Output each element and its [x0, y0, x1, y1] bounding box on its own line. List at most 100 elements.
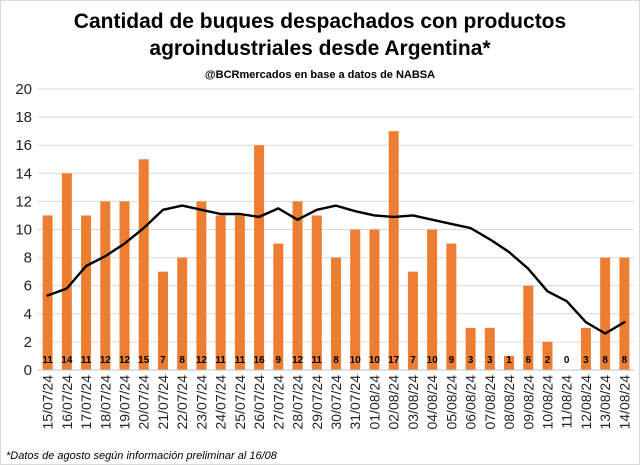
- x-tick-label: 17/07/24: [78, 375, 94, 430]
- bar: [215, 215, 226, 370]
- bar: [504, 355, 515, 370]
- bar: [42, 215, 53, 370]
- bar: [407, 271, 418, 370]
- x-tick-label: 12/08/24: [578, 375, 594, 430]
- data-label: 8: [622, 355, 628, 366]
- y-tick-label: 6: [24, 278, 32, 295]
- x-tick-label: 27/07/24: [270, 375, 286, 430]
- data-label: 12: [119, 355, 131, 366]
- x-tick-label: 11/08/24: [559, 375, 575, 429]
- chart-footnote: *Datos de agosto según información preli…: [6, 450, 277, 462]
- x-tick-label: 13/08/24: [597, 375, 613, 430]
- data-label: 8: [602, 355, 608, 366]
- bar: [600, 257, 611, 370]
- bar: [446, 243, 457, 370]
- bar: [388, 131, 399, 370]
- chart-title: Cantidad de buques despachados con produ…: [0, 8, 640, 62]
- data-label: 1: [506, 355, 512, 366]
- bar: [484, 327, 495, 370]
- x-tick-label: 06/08/24: [463, 375, 479, 430]
- data-label: 8: [179, 355, 185, 366]
- x-tick-label: 25/07/24: [232, 375, 248, 430]
- bar: [196, 201, 207, 370]
- data-label: 7: [410, 355, 416, 366]
- bar: [81, 215, 92, 370]
- data-label: 10: [369, 355, 381, 366]
- bar: [100, 201, 111, 370]
- y-tick-label: 16: [15, 137, 32, 154]
- data-label: 11: [311, 355, 322, 366]
- data-label: 15: [138, 355, 150, 366]
- data-label: 16: [254, 355, 266, 366]
- bar: [177, 257, 188, 370]
- x-tick-label: 04/08/24: [424, 375, 440, 430]
- data-label: 11: [42, 355, 53, 366]
- x-tick-label: 15/07/24: [40, 375, 56, 430]
- y-tick-label: 10: [15, 222, 32, 239]
- data-label: 11: [215, 355, 226, 366]
- x-tick-label: 09/08/24: [520, 375, 536, 430]
- data-label: 11: [235, 355, 246, 366]
- data-label: 3: [468, 355, 474, 366]
- data-label: 3: [487, 355, 493, 366]
- x-tick-label: 07/08/24: [482, 375, 498, 430]
- y-tick-label: 14: [15, 165, 32, 182]
- y-tick-label: 8: [24, 250, 32, 267]
- bar: [523, 285, 534, 370]
- x-tick-label: 02/08/24: [386, 375, 402, 430]
- y-tick-label: 20: [15, 81, 32, 98]
- data-label: 3: [583, 355, 589, 366]
- chart-title-line1: Cantidad de buques despachados con produ…: [73, 10, 567, 33]
- data-label: 11: [81, 355, 92, 366]
- data-label: 2: [545, 355, 551, 366]
- data-label: 10: [427, 355, 439, 366]
- y-tick-label: 0: [24, 362, 32, 379]
- x-tick-label: 28/07/24: [290, 375, 306, 430]
- data-label: 12: [196, 355, 208, 366]
- data-label: 0: [564, 355, 570, 366]
- x-tick-label: 14/08/24: [616, 375, 632, 430]
- bar: [273, 243, 284, 370]
- bar: [465, 327, 476, 370]
- data-label: 17: [388, 355, 400, 366]
- y-tick-label: 12: [15, 193, 32, 210]
- bar: [311, 215, 322, 370]
- x-tick-label: 26/07/24: [251, 375, 267, 430]
- bar: [119, 201, 130, 370]
- data-label: 10: [350, 355, 362, 366]
- x-tick-label: 19/07/24: [117, 375, 133, 430]
- bar: [350, 229, 361, 370]
- bar: [580, 327, 591, 370]
- x-tick-label: 20/07/24: [136, 375, 152, 430]
- bar: [427, 229, 438, 370]
- data-label: 6: [525, 355, 531, 366]
- chart-subtitle: @BCRmercados en base a datos de NABSA: [204, 69, 436, 81]
- x-tick-label: 10/08/24: [539, 375, 555, 430]
- x-tick-label: 16/07/24: [59, 375, 75, 430]
- x-tick-label: 05/08/24: [443, 375, 459, 430]
- data-label: 7: [160, 355, 166, 366]
- x-tick-label: 24/07/24: [213, 375, 229, 430]
- data-label: 12: [100, 355, 112, 366]
- data-label: 14: [61, 355, 73, 366]
- bar: [542, 341, 553, 370]
- y-tick-label: 18: [15, 109, 32, 126]
- bar: [61, 173, 72, 370]
- chart-title-line2: agroindustriales desde Argentina*: [149, 37, 491, 60]
- bar: [369, 229, 380, 370]
- x-tick-label: 03/08/24: [405, 375, 421, 430]
- data-label: 9: [449, 355, 455, 366]
- bar: [157, 271, 168, 370]
- x-tick-label: 31/07/24: [347, 375, 363, 430]
- x-tick-label: 22/07/24: [174, 375, 190, 430]
- series-line: [46, 204, 626, 335]
- bar: [331, 257, 341, 370]
- bar: [234, 215, 245, 370]
- x-tick-label: 30/07/24: [328, 375, 344, 430]
- data-label: 8: [333, 355, 339, 366]
- data-label: 12: [292, 355, 304, 366]
- x-tick-label: 08/08/24: [501, 375, 517, 430]
- y-tick-label: 4: [24, 306, 32, 323]
- x-tick-label: 01/08/24: [366, 375, 382, 430]
